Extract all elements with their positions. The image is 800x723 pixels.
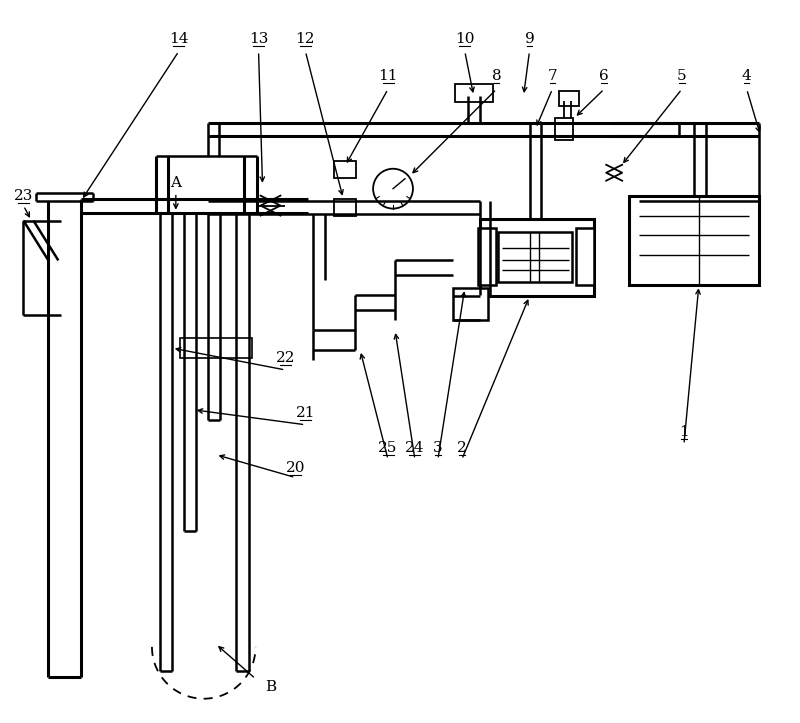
- Text: 11: 11: [378, 69, 398, 83]
- Bar: [576, 228, 594, 286]
- Text: 9: 9: [525, 33, 534, 46]
- Text: 4: 4: [742, 69, 751, 83]
- Text: B: B: [265, 680, 276, 694]
- Bar: [454, 84, 493, 102]
- Text: 13: 13: [249, 33, 268, 46]
- Circle shape: [373, 168, 413, 209]
- Text: 12: 12: [296, 33, 315, 46]
- Text: 10: 10: [455, 33, 474, 46]
- Bar: [498, 233, 572, 282]
- Text: 25: 25: [378, 440, 398, 455]
- Bar: [555, 118, 574, 140]
- Text: 21: 21: [296, 406, 315, 420]
- Text: 8: 8: [492, 69, 502, 83]
- Text: 3: 3: [433, 440, 442, 455]
- Text: 5: 5: [677, 69, 686, 83]
- Bar: [334, 161, 356, 178]
- Bar: [478, 228, 496, 286]
- Bar: [480, 218, 594, 296]
- Bar: [629, 196, 758, 286]
- Bar: [453, 288, 488, 320]
- Text: A: A: [170, 176, 182, 189]
- Text: 6: 6: [599, 69, 609, 83]
- Bar: [180, 338, 251, 358]
- Text: 24: 24: [405, 440, 425, 455]
- Text: 20: 20: [286, 461, 305, 474]
- Text: 1: 1: [679, 424, 689, 439]
- Text: 23: 23: [14, 189, 33, 202]
- Text: 14: 14: [169, 33, 189, 46]
- Text: 2: 2: [457, 440, 466, 455]
- Bar: [334, 199, 356, 215]
- Bar: [559, 91, 579, 106]
- Text: 22: 22: [276, 351, 295, 365]
- Text: 7: 7: [547, 69, 558, 83]
